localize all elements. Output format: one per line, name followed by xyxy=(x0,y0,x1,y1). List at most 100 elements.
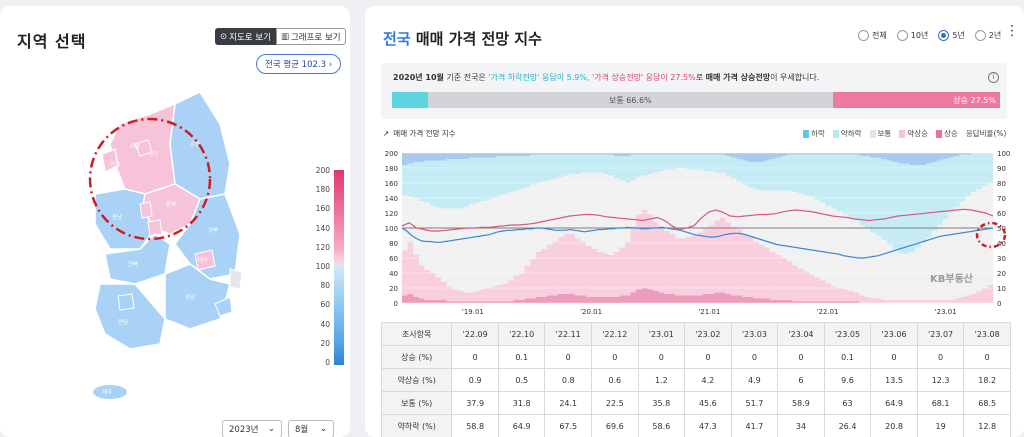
band-down xyxy=(948,153,955,158)
legend-flat[interactable]: 보통 xyxy=(869,128,891,139)
y-right-tick-label: 90 xyxy=(997,165,1006,173)
ratio-up-label: 상승 27.5% xyxy=(953,95,996,105)
band-up xyxy=(452,301,459,303)
band-flat xyxy=(658,171,665,227)
band-weak-up xyxy=(831,286,838,302)
map-label-jeju: 제주 xyxy=(102,388,112,396)
legend-weak-up[interactable]: 약상승 xyxy=(899,128,928,139)
band-flat xyxy=(825,205,832,284)
band-down xyxy=(853,153,860,155)
band-down xyxy=(552,153,559,155)
band-up xyxy=(591,297,598,303)
band-weak-up xyxy=(535,252,542,297)
band-flat xyxy=(452,208,459,290)
band-weak-down xyxy=(597,154,604,173)
band-weak-down xyxy=(664,154,670,170)
band-weak-up xyxy=(775,255,782,300)
band-up xyxy=(652,291,659,303)
table-header-month: '23.05 xyxy=(823,322,872,346)
band-weak-up xyxy=(446,286,453,302)
band-weak-down xyxy=(519,156,525,189)
band-down xyxy=(418,153,425,162)
band-up xyxy=(480,301,486,303)
legend-weak-down[interactable]: 약하락 xyxy=(832,128,862,139)
table-cell: 47.3 xyxy=(684,414,732,437)
band-down xyxy=(457,153,464,159)
band-weak-down xyxy=(630,154,637,180)
region-daejeon[interactable] xyxy=(147,219,163,237)
region-jeju[interactable] xyxy=(93,385,127,399)
period-5y[interactable]: 5년 xyxy=(938,30,965,41)
band-flat xyxy=(758,190,765,245)
y-left-tick-label: 160 xyxy=(385,180,398,188)
band-weak-down xyxy=(552,154,559,179)
band-weak-down xyxy=(792,154,799,192)
more-options-icon[interactable]: ⋮ xyxy=(1005,23,1019,39)
graph-view-label: 그래프로 보기 xyxy=(290,32,341,43)
period-10y[interactable]: 10년 xyxy=(896,30,928,41)
month-select[interactable]: 8월 ⌄ xyxy=(288,420,334,437)
band-up xyxy=(636,289,643,303)
region-jeonnam[interactable] xyxy=(94,283,166,350)
band-weak-up xyxy=(714,220,721,293)
band-down xyxy=(887,153,893,161)
table-cell: 0.1 xyxy=(497,345,546,369)
legend-ratio-label: 응답비율(%) xyxy=(965,129,1007,138)
region-busan[interactable] xyxy=(214,296,233,317)
table-row-header: 보통 (%) xyxy=(380,391,453,415)
national-average-button[interactable]: 전국 평균 102.3 › xyxy=(256,54,342,74)
legend-down[interactable]: 하락 xyxy=(803,128,825,139)
band-weak-down xyxy=(485,157,492,200)
band-flat xyxy=(719,172,726,218)
chart-watermark: KB부동산 xyxy=(930,272,974,285)
band-down xyxy=(909,153,916,165)
band-down xyxy=(441,153,447,161)
region-ulsan[interactable] xyxy=(229,268,243,290)
band-weak-down xyxy=(613,156,620,179)
band-flat xyxy=(875,235,882,299)
legend-up[interactable]: 상승 xyxy=(936,128,958,139)
band-flat xyxy=(914,247,921,300)
map-view-button[interactable]: ⊙ 지도로 보기 xyxy=(215,28,276,45)
band-weak-down xyxy=(558,154,564,177)
period-2y[interactable]: 2년 xyxy=(974,30,1001,41)
region-daegu[interactable] xyxy=(194,249,216,271)
map-label-gangwon: 강원 xyxy=(190,140,200,148)
table-cell: 31.8 xyxy=(497,391,546,415)
year-select-value: 2023년 xyxy=(229,425,259,435)
band-weak-up xyxy=(959,297,966,303)
region-seoul[interactable] xyxy=(134,139,153,157)
region-jeonbuk[interactable] xyxy=(104,233,171,285)
band-down xyxy=(959,153,966,155)
summary-text-3: 이 우세합니다. xyxy=(770,73,820,82)
band-weak-down xyxy=(747,162,754,188)
band-flat xyxy=(636,177,643,215)
forecast-title-text: 매매 가격 전망 지수 xyxy=(415,30,542,48)
band-down xyxy=(485,153,492,158)
band-flat xyxy=(652,172,659,222)
region-gwangju[interactable] xyxy=(117,293,135,311)
band-flat xyxy=(585,172,592,246)
band-weak-down xyxy=(714,154,721,173)
color-scale-tick: 80 xyxy=(320,281,330,291)
y-right-tick-label: 10 xyxy=(997,285,1006,293)
graph-view-button[interactable]: ▥ 그래프로 보기 xyxy=(275,28,346,45)
table-header-month: '23.06 xyxy=(870,322,918,346)
band-down xyxy=(446,153,453,159)
table-row: 보통 (%) 37.9 31.8 24.1 22.5 35.8 45.6 51.7 58.9 63… xyxy=(380,391,1011,415)
region-sejong[interactable] xyxy=(139,201,153,219)
chart-series-text: 매매 가격 전망 지수 xyxy=(393,129,456,138)
period-all-label: 전체 xyxy=(872,31,887,40)
table-cell: 12.3 xyxy=(916,368,965,392)
year-select[interactable]: 2023년 ⌄ xyxy=(222,420,282,437)
forecast-chart: 0 20 40 60 80 100 120 140 160 180 200 0 10 20 30 40 50 60… xyxy=(385,150,1011,316)
band-down xyxy=(636,153,643,155)
legend-label: 상승 xyxy=(944,129,958,138)
band-weak-up xyxy=(875,298,882,303)
info-icon[interactable]: i xyxy=(988,72,999,83)
region-incheon[interactable] xyxy=(101,147,119,174)
period-all[interactable]: 전체 xyxy=(858,30,887,41)
band-up xyxy=(725,294,732,303)
band-up xyxy=(552,295,559,303)
region-panel-title: 지역 선택 xyxy=(17,32,87,51)
